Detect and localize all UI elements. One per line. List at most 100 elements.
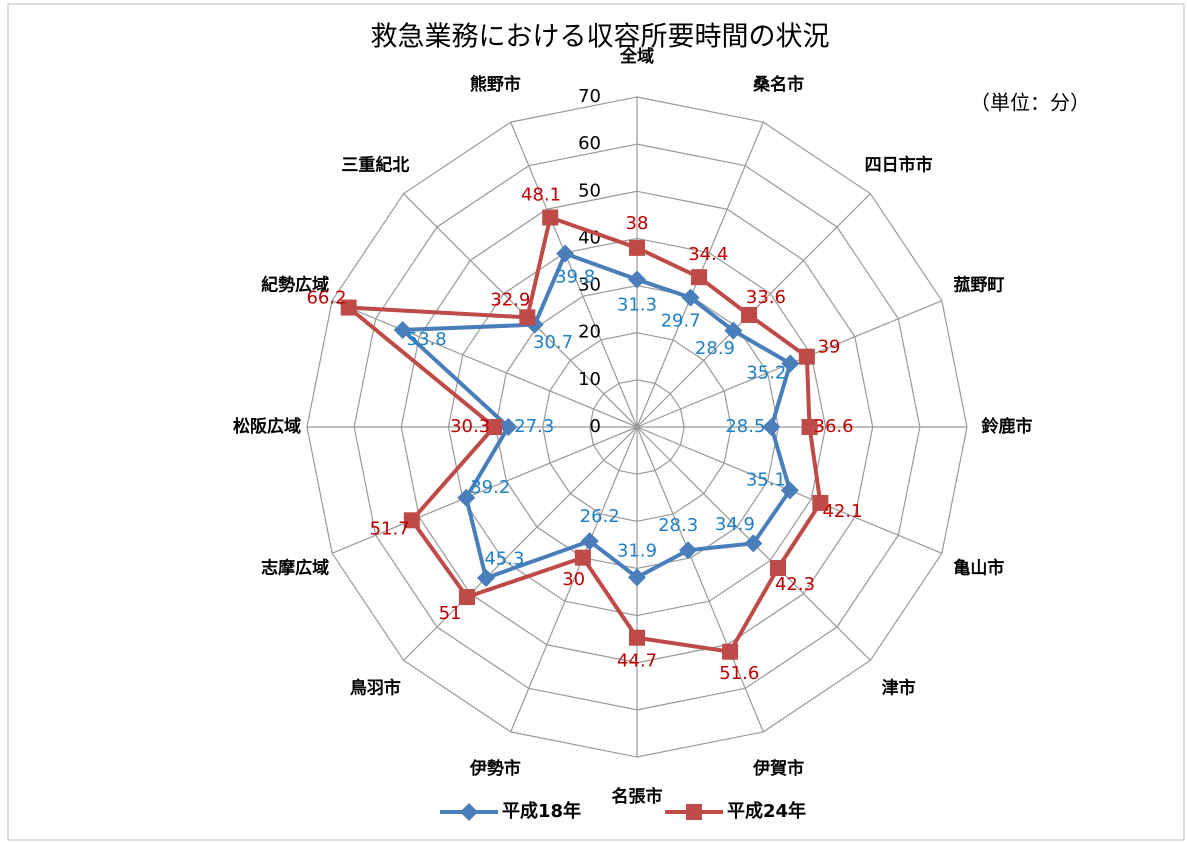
category-label: 鈴鹿市 [982,416,1033,437]
category-label: 津市 [882,678,916,699]
category-label: 松阪広域 [233,416,301,437]
data-label: 53.8 [407,329,447,350]
marker [744,534,763,553]
data-label: 45.3 [484,549,524,570]
tick-label: 30 [578,275,601,296]
marker [628,568,646,587]
tick-label: 10 [578,369,601,390]
data-label: 34.4 [688,244,728,265]
marker [340,299,357,316]
chart-title: 救急業務における収容所要時間の状況 [371,22,830,53]
data-label: 66.2 [306,287,346,308]
legend-label: 平成24年 [727,800,806,822]
data-label: 26.2 [580,506,620,527]
data-label: 51 [439,603,462,624]
marker [741,306,758,323]
marker [580,532,599,551]
marker [519,309,536,326]
data-label: 33.6 [746,287,786,308]
tick-label: 50 [578,180,601,201]
marker [499,418,518,436]
marker [629,629,645,646]
spoke [331,300,638,428]
unit-annotation: （単位：分） [970,91,1090,115]
data-label: 42.3 [775,574,815,595]
marker [724,321,743,340]
data-label: 38 [626,213,649,234]
tick-label: 70 [578,86,601,107]
category-label: 紀勢広域 [261,274,329,295]
marker [781,354,800,373]
data-label: 39.8 [555,267,595,288]
category-label: 三重紀北 [341,154,409,175]
spoke [510,121,638,428]
category-label: 四日市市 [865,154,933,175]
marker [812,494,829,511]
category-label: 志摩広域 [261,558,329,579]
marker [556,244,575,263]
marker [403,512,420,529]
marker [770,560,787,577]
data-label: 28.5 [725,416,765,437]
marker [798,348,815,365]
data-label: 27.3 [514,416,554,437]
category-label: 伊勢市 [469,758,521,779]
spoke [636,426,764,733]
data-label: 29.7 [661,311,701,332]
category-label: 伊賀市 [752,758,804,779]
data-label: 31.3 [617,294,657,315]
data-label: 31.9 [617,540,657,561]
data-label: 51.6 [719,663,759,684]
spoke [403,426,638,661]
marker [762,418,781,436]
data-label: 35.1 [746,469,786,490]
tick-label: 60 [578,133,601,154]
tick-label: 0 [590,416,601,437]
category-label: 名張市 [612,786,663,807]
marker [679,541,698,560]
data-label: 30.7 [533,332,573,353]
data-label: 39.2 [470,477,510,498]
marker [393,320,412,339]
data-label: 34.9 [715,514,755,535]
marker [691,269,708,286]
marker [780,481,799,500]
data-label: 44.7 [617,651,657,672]
data-label: 42.1 [822,501,862,522]
marker [542,209,559,226]
marker [486,419,503,435]
marker [457,488,476,507]
chart-frame [7,3,1185,841]
data-label: 48.1 [521,184,561,205]
data-label: 35.2 [746,362,786,383]
data-label: 39 [818,336,841,357]
tick-label: 20 [578,322,601,343]
data-label: 30.3 [450,416,490,437]
marker [681,288,700,307]
marker [458,589,475,606]
legend-marker [460,803,478,821]
category-label: 全域 [619,46,654,67]
marker [722,643,739,660]
marker [629,239,645,256]
data-label: 30 [562,569,585,590]
marker [574,549,591,566]
marker [628,270,646,289]
category-label: 鳥羽市 [350,678,401,699]
spoke [331,426,638,554]
spoke [510,426,638,733]
data-label: 32.9 [490,289,530,310]
category-label: 亀山市 [953,558,1004,579]
category-label: 桑名市 [753,74,804,95]
marker [476,569,495,588]
data-label: 36.6 [814,416,854,437]
category-label: 菰野町 [953,275,1004,295]
legend-label: 平成18年 [502,800,581,822]
category-label: 熊野市 [470,74,521,95]
legend-marker [686,804,702,820]
data-label: 28.9 [695,338,735,359]
marker [801,419,818,435]
data-label: 51.7 [370,518,410,539]
data-label: 28.3 [658,515,698,536]
